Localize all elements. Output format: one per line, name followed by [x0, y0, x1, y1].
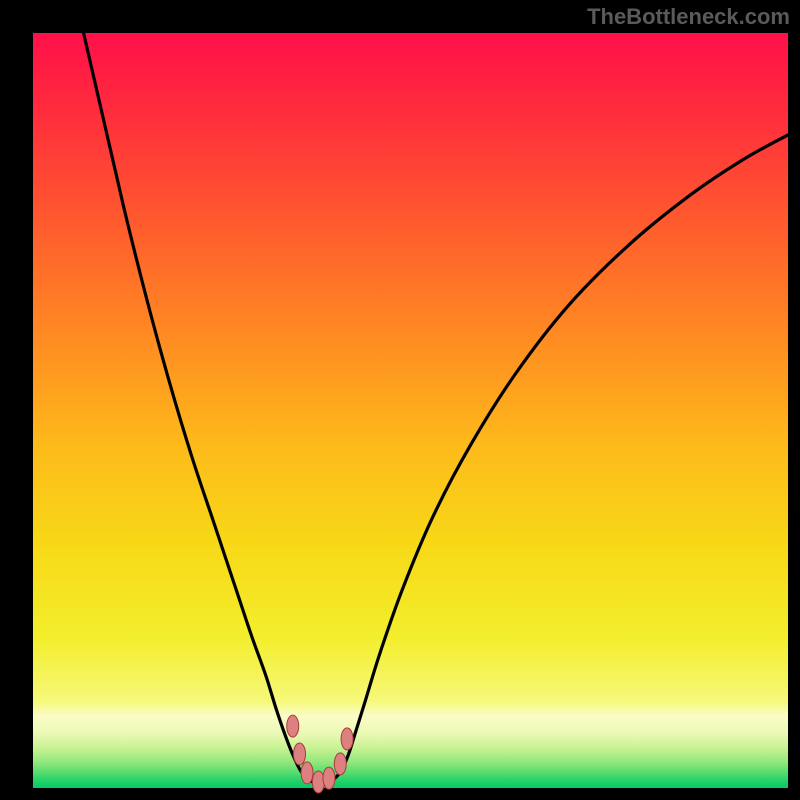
chart-stage: TheBottleneck.com [0, 0, 800, 800]
trough-marker [294, 743, 306, 765]
trough-marker [287, 715, 299, 737]
trough-marker [312, 771, 324, 793]
plot-area [33, 33, 788, 788]
trough-marker [334, 753, 346, 775]
trough-marker [323, 767, 335, 789]
trough-marker [341, 728, 353, 750]
chart-svg [0, 0, 800, 800]
trough-marker [301, 762, 313, 784]
